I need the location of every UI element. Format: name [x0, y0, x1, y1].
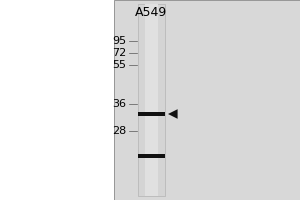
- Text: 55: 55: [112, 60, 126, 70]
- Bar: [114, 0, 300, 200]
- Polygon shape: [168, 109, 178, 119]
- Text: 36: 36: [112, 99, 126, 109]
- Bar: [138, 154, 165, 158]
- Text: 28: 28: [112, 126, 126, 136]
- Text: A549: A549: [135, 6, 168, 19]
- Text: 95: 95: [112, 36, 126, 46]
- Bar: [138, 4, 165, 196]
- Bar: [138, 112, 165, 116]
- Text: 72: 72: [112, 48, 126, 58]
- Bar: [145, 4, 158, 196]
